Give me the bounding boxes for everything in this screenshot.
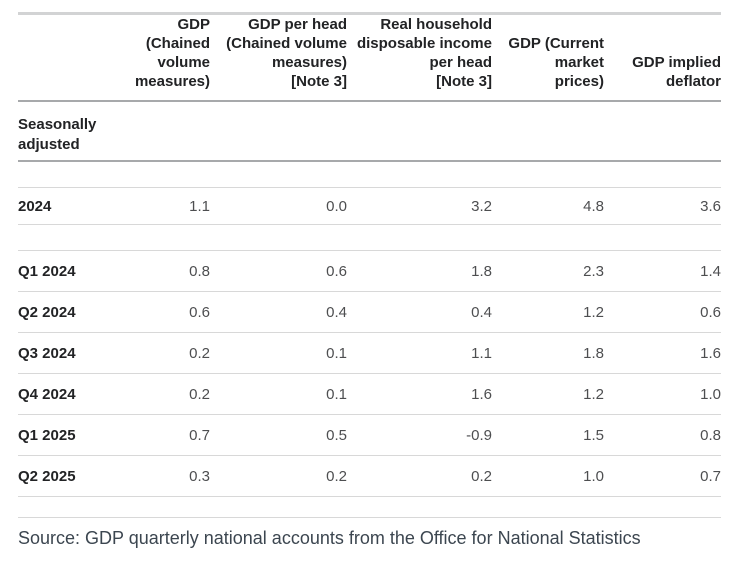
row-label: Q1 2024	[18, 250, 110, 292]
cell-value: 0.4	[347, 291, 492, 333]
table-row-q1-2025: Q1 2025 0.7 0.5 -0.9 1.5 0.8	[18, 414, 721, 456]
column-header-gdp-chained: GDP (Chained volume measures)	[110, 13, 210, 102]
cell-value: 1.1	[347, 332, 492, 374]
row-label: Q2 2024	[18, 291, 110, 333]
table-row-2024: 2024 1.1 0.0 3.2 4.8 3.6	[18, 187, 721, 225]
cell-value: 1.8	[347, 250, 492, 292]
cell-value: 1.1	[110, 187, 210, 225]
cell-value: 3.6	[604, 187, 721, 225]
cell-value: -0.9	[347, 414, 492, 456]
cell-value: 4.8	[492, 187, 604, 225]
cell-value: 1.5	[492, 414, 604, 456]
section-label: Seasonally adjusted	[18, 101, 110, 162]
table-row-q4-2024: Q4 2024 0.2 0.1 1.6 1.2 1.0	[18, 373, 721, 415]
cell-value: 0.8	[604, 414, 721, 456]
cell-value: 1.6	[604, 332, 721, 374]
cell-value: 0.2	[110, 332, 210, 374]
column-header-real-household-income: Real household disposable income per hea…	[347, 13, 492, 102]
section-row-seasonally-adjusted: Seasonally adjusted	[18, 101, 721, 162]
cell-value: 1.2	[492, 373, 604, 415]
cell-value: 3.2	[347, 187, 492, 225]
cell-value: 2.3	[492, 250, 604, 292]
row-label: Q2 2025	[18, 455, 110, 497]
cell-value: 0.6	[604, 291, 721, 333]
cell-value: 0.2	[210, 455, 347, 497]
column-header-gdp-deflator: GDP implied deflator	[604, 13, 721, 102]
cell-value: 1.8	[492, 332, 604, 374]
table-row-q1-2024: Q1 2024 0.8 0.6 1.8 2.3 1.4	[18, 250, 721, 292]
table-row-q3-2024: Q3 2024 0.2 0.1 1.1 1.8 1.6	[18, 332, 721, 374]
cell-value: 0.1	[210, 332, 347, 374]
cell-value: 1.6	[347, 373, 492, 415]
spacer-row	[18, 161, 721, 188]
column-header-row: GDP (Chained volume measures) GDP per he…	[18, 13, 721, 102]
cell-value: 1.2	[492, 291, 604, 333]
column-header-gdp-per-head: GDP per head (Chained volume measures) […	[210, 13, 347, 102]
cell-value: 0.6	[110, 291, 210, 333]
cell-value: 0.5	[210, 414, 347, 456]
cell-value: 0.7	[604, 455, 721, 497]
source-note: Source: GDP quarterly national accounts …	[18, 517, 721, 549]
cell-value: 0.3	[110, 455, 210, 497]
cell-value: 0.2	[110, 373, 210, 415]
row-label: Q4 2024	[18, 373, 110, 415]
gdp-quarterly-table: GDP (Chained volume measures) GDP per he…	[18, 12, 721, 497]
cell-value: 0.4	[210, 291, 347, 333]
gdp-table-page: GDP (Chained volume measures) GDP per he…	[18, 12, 721, 549]
cell-value: 1.0	[604, 373, 721, 415]
table-row-q2-2024: Q2 2024 0.6 0.4 0.4 1.2 0.6	[18, 291, 721, 333]
spacer-row	[18, 224, 721, 251]
row-label: Q1 2025	[18, 414, 110, 456]
column-header-empty	[18, 13, 110, 102]
cell-value: 0.7	[110, 414, 210, 456]
row-label: Q3 2024	[18, 332, 110, 374]
cell-value: 0.6	[210, 250, 347, 292]
cell-value: 1.0	[492, 455, 604, 497]
column-header-gdp-current-prices: GDP (Current market prices)	[492, 13, 604, 102]
cell-value: 1.4	[604, 250, 721, 292]
cell-value: 0.1	[210, 373, 347, 415]
cell-value: 0.2	[347, 455, 492, 497]
cell-value: 0.8	[110, 250, 210, 292]
row-label: 2024	[18, 187, 110, 225]
cell-value: 0.0	[210, 187, 347, 225]
table-row-q2-2025: Q2 2025 0.3 0.2 0.2 1.0 0.7	[18, 455, 721, 497]
